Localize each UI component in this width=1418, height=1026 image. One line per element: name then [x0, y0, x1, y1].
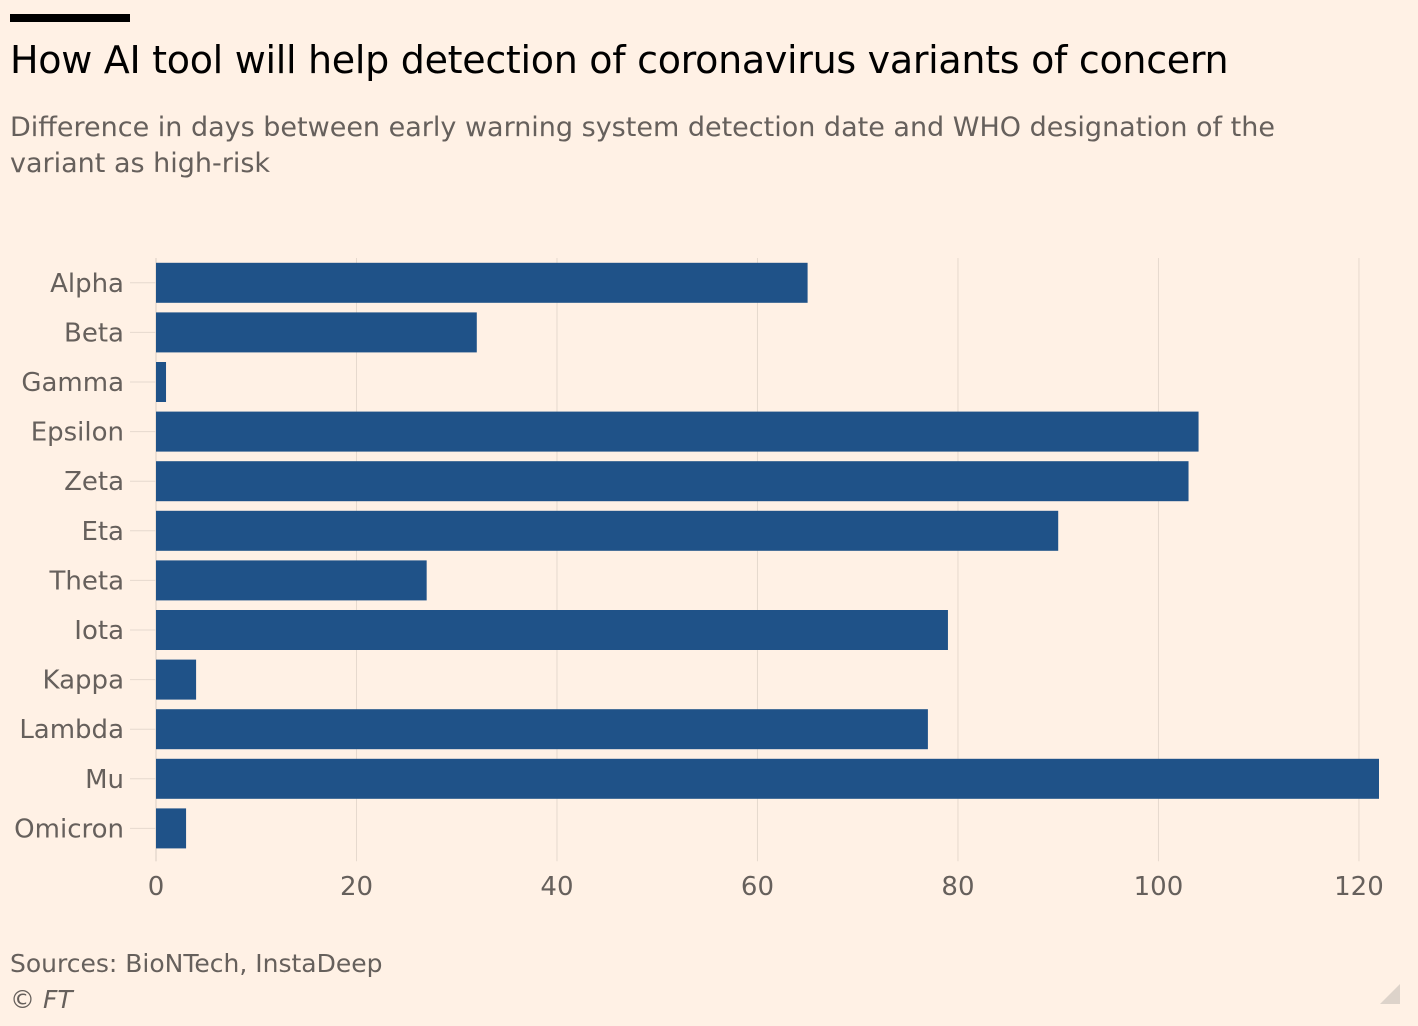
- category-label: Beta: [64, 318, 124, 348]
- x-tick-labels: 0 20 40 60 80 100 120: [148, 872, 1384, 902]
- gridlines: [130, 258, 1360, 862]
- category-label: Omicron: [14, 814, 124, 844]
- chart-subtitle: Difference in days between early warning…: [10, 112, 1275, 179]
- bar-epsilon: [156, 411, 1199, 452]
- chart-title: How AI tool will help detection of coron…: [10, 38, 1229, 82]
- credit-note: © FT: [10, 985, 73, 1014]
- bar-mu: [156, 758, 1379, 799]
- x-tick-label: 60: [741, 872, 774, 902]
- source-note: Sources: BioNTech, InstaDeep: [10, 949, 383, 978]
- bar-gamma: [156, 362, 167, 402]
- bar-lambda: [156, 709, 928, 750]
- category-label: Kappa: [43, 666, 124, 696]
- bar-chart: Alpha Beta Gamma Epsilon Zeta Eta Theta Iota Kap…: [14, 258, 1384, 902]
- bar-kappa: [156, 659, 197, 700]
- category-label: Epsilon: [31, 418, 124, 448]
- category-label: Gamma: [21, 368, 124, 398]
- bar-omicron: [156, 808, 187, 849]
- x-tick-label: 80: [941, 872, 974, 902]
- x-tick-label: 20: [340, 872, 373, 902]
- category-label: Lambda: [19, 715, 124, 745]
- x-tick-label: 120: [1334, 872, 1384, 902]
- bar-theta: [156, 560, 427, 601]
- category-label: Alpha: [50, 269, 124, 299]
- bar-zeta: [156, 461, 1189, 502]
- footer: Sources: BioNTech, InstaDeep © FT: [10, 946, 383, 1018]
- x-tick-label: 40: [540, 872, 573, 902]
- bars: [156, 262, 1379, 849]
- x-tick-label: 100: [1134, 872, 1184, 902]
- x-tick-label: 0: [148, 872, 165, 902]
- category-labels: Alpha Beta Gamma Epsilon Zeta Eta Theta Iota Kap…: [14, 269, 124, 845]
- resize-corner-icon: [1380, 984, 1400, 1004]
- bar-alpha: [156, 262, 808, 303]
- category-label: Mu: [85, 765, 124, 795]
- bar-eta: [156, 510, 1059, 551]
- top-rule: [10, 14, 130, 22]
- category-label: Iota: [74, 616, 124, 646]
- category-label: Eta: [81, 517, 124, 547]
- category-label: Theta: [49, 566, 124, 596]
- bar-iota: [156, 610, 948, 650]
- category-label: Zeta: [64, 467, 124, 497]
- bar-beta: [156, 312, 477, 353]
